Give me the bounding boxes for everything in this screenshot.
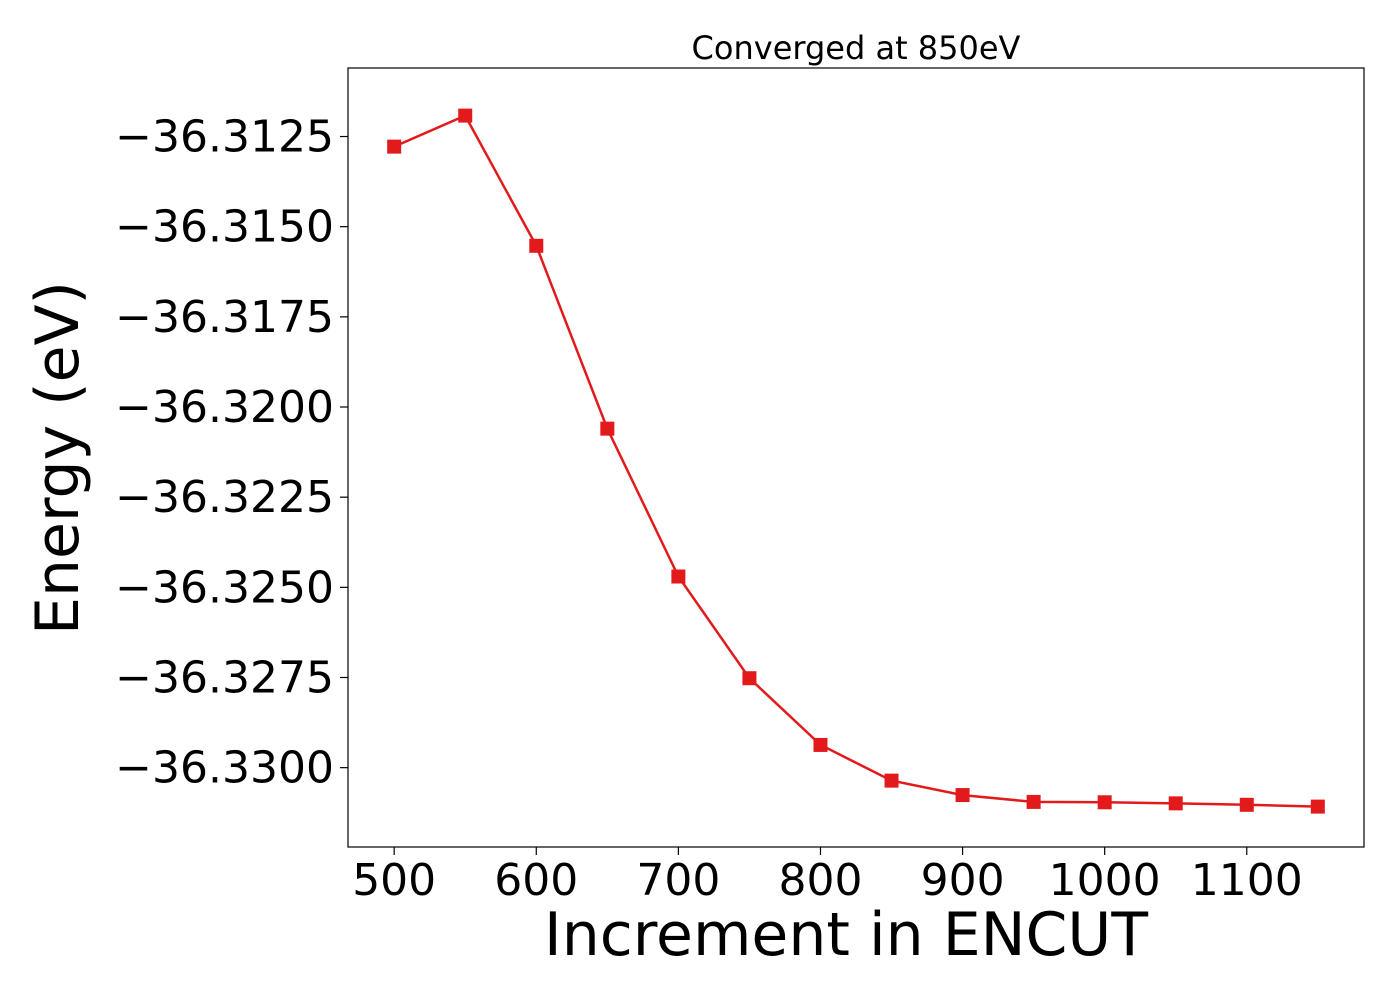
y-axis-label: Energy (eV) <box>23 281 93 635</box>
data-point-marker <box>1239 797 1254 812</box>
x-tick-label: 1100 <box>1191 855 1303 906</box>
y-tick-label: −36.3125 <box>115 112 334 163</box>
data-point-marker <box>955 788 970 803</box>
series-layer <box>387 108 1325 814</box>
data-point-marker <box>1168 796 1183 811</box>
data-point-marker <box>387 139 402 154</box>
data-point-marker <box>742 671 757 686</box>
y-tick-label: −36.3225 <box>115 472 334 523</box>
data-point-marker <box>1310 799 1325 814</box>
series-line <box>393 113 1318 808</box>
data-point-marker <box>884 773 899 788</box>
data-point-marker <box>529 238 544 253</box>
y-tick-label: −36.3250 <box>115 562 334 613</box>
x-tick-label: 900 <box>921 855 1005 906</box>
chart-title: Converged at 850eV <box>692 29 1021 67</box>
data-point-marker <box>458 108 473 123</box>
y-tick-label: −36.3175 <box>115 292 334 343</box>
data-point-marker <box>813 737 828 752</box>
x-tick-label: 500 <box>352 855 436 906</box>
data-point-marker <box>1097 795 1112 810</box>
y-tick-label: −36.3150 <box>115 202 334 253</box>
x-tick-label: 1000 <box>1049 855 1161 906</box>
x-tick-label: 600 <box>494 855 578 906</box>
y-tick-label: −36.3275 <box>115 652 334 703</box>
data-point-marker <box>1026 794 1041 809</box>
plot-area <box>347 67 1365 848</box>
data-point-marker <box>600 421 615 436</box>
y-tick-label: −36.3200 <box>115 382 334 433</box>
data-point-marker <box>671 569 686 584</box>
y-axis-ticks: −36.3125 −36.3150 −36.3175 −36.3200 −36.3225… <box>115 112 348 794</box>
x-axis-label: Increment in ENCUT <box>544 900 1148 970</box>
x-tick-label: 800 <box>778 855 862 906</box>
x-axis-ticks: 500 600 700 800 900 1000 1100 <box>352 847 1303 906</box>
x-tick-label: 700 <box>636 855 720 906</box>
y-tick-label: −36.3300 <box>115 743 334 794</box>
